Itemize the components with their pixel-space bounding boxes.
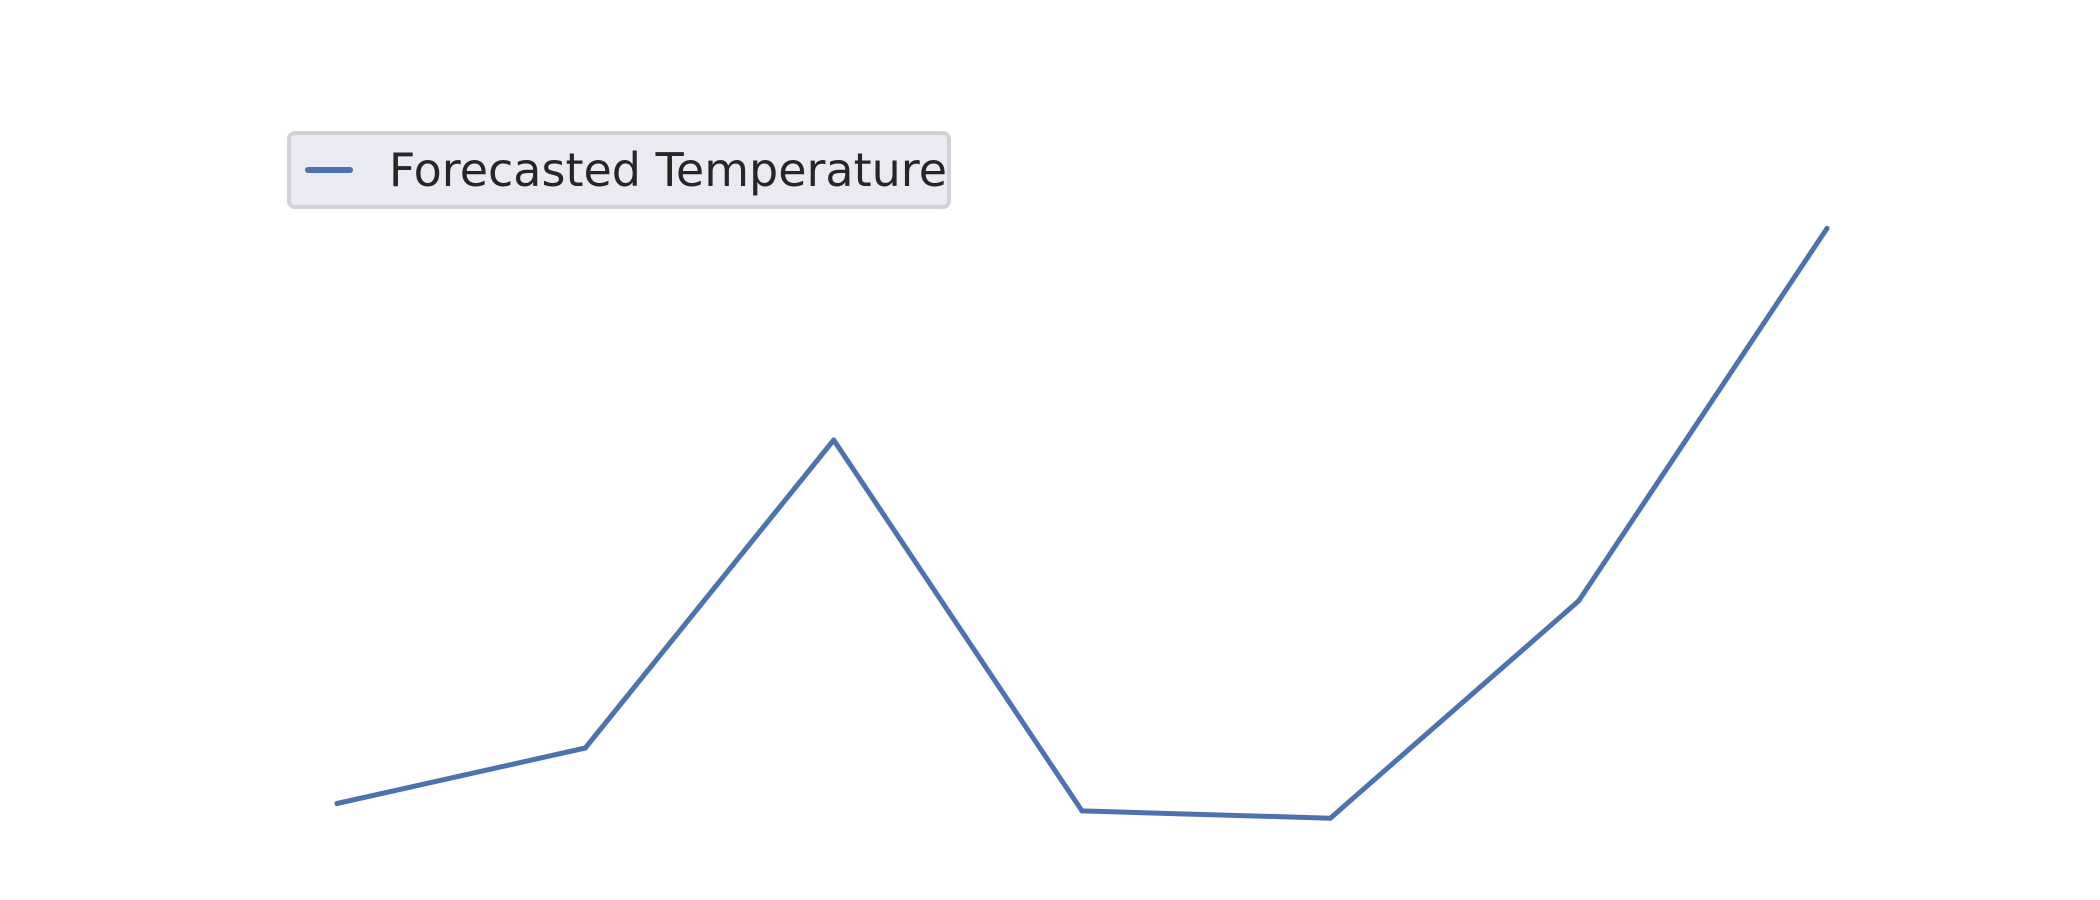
data-point <box>1576 598 1582 604</box>
plot-area <box>334 225 1830 821</box>
data-point <box>1824 225 1830 231</box>
data-point <box>582 745 588 751</box>
data-point <box>334 801 340 806</box>
legend: Forecasted Temperature <box>287 131 951 209</box>
data-point <box>1327 815 1333 821</box>
series-line <box>334 225 1830 821</box>
data-point <box>831 437 837 443</box>
legend-label: Forecasted Temperature <box>388 143 947 197</box>
data-point <box>1079 808 1085 814</box>
legend-swatch <box>305 167 353 173</box>
